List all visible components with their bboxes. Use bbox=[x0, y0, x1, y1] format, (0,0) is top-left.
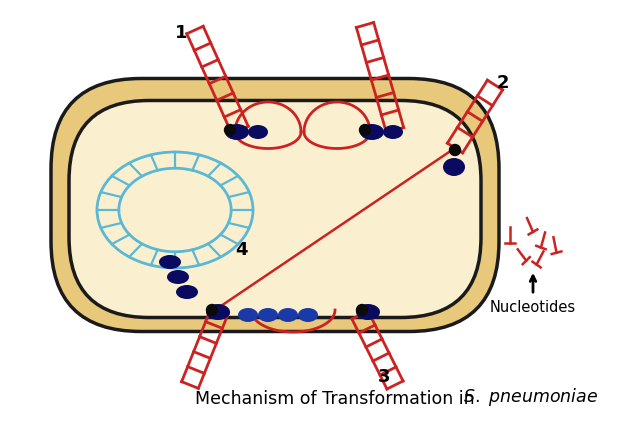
Ellipse shape bbox=[248, 125, 268, 139]
FancyBboxPatch shape bbox=[69, 100, 481, 317]
Ellipse shape bbox=[167, 270, 189, 284]
Ellipse shape bbox=[176, 285, 198, 299]
Ellipse shape bbox=[258, 308, 278, 322]
Ellipse shape bbox=[360, 124, 384, 140]
Circle shape bbox=[224, 125, 236, 136]
Ellipse shape bbox=[356, 304, 380, 320]
Circle shape bbox=[450, 144, 461, 156]
Text: Nucleotides: Nucleotides bbox=[490, 300, 576, 315]
Text: $\it{S.\ pneumoniae}$: $\it{S.\ pneumoniae}$ bbox=[463, 386, 598, 408]
Ellipse shape bbox=[443, 158, 465, 176]
Text: 4: 4 bbox=[235, 241, 247, 259]
Ellipse shape bbox=[238, 308, 258, 322]
Text: 1: 1 bbox=[175, 24, 187, 42]
FancyBboxPatch shape bbox=[51, 79, 499, 332]
Ellipse shape bbox=[225, 124, 249, 140]
Text: Mechanism of Transformation in: Mechanism of Transformation in bbox=[195, 390, 480, 408]
Ellipse shape bbox=[206, 304, 230, 320]
Ellipse shape bbox=[383, 125, 403, 139]
Ellipse shape bbox=[298, 308, 318, 322]
Ellipse shape bbox=[278, 308, 298, 322]
Text: 3: 3 bbox=[378, 368, 391, 386]
Circle shape bbox=[356, 304, 368, 315]
Ellipse shape bbox=[159, 255, 181, 269]
Text: 2: 2 bbox=[497, 74, 510, 92]
Circle shape bbox=[206, 304, 218, 315]
Circle shape bbox=[360, 125, 371, 136]
